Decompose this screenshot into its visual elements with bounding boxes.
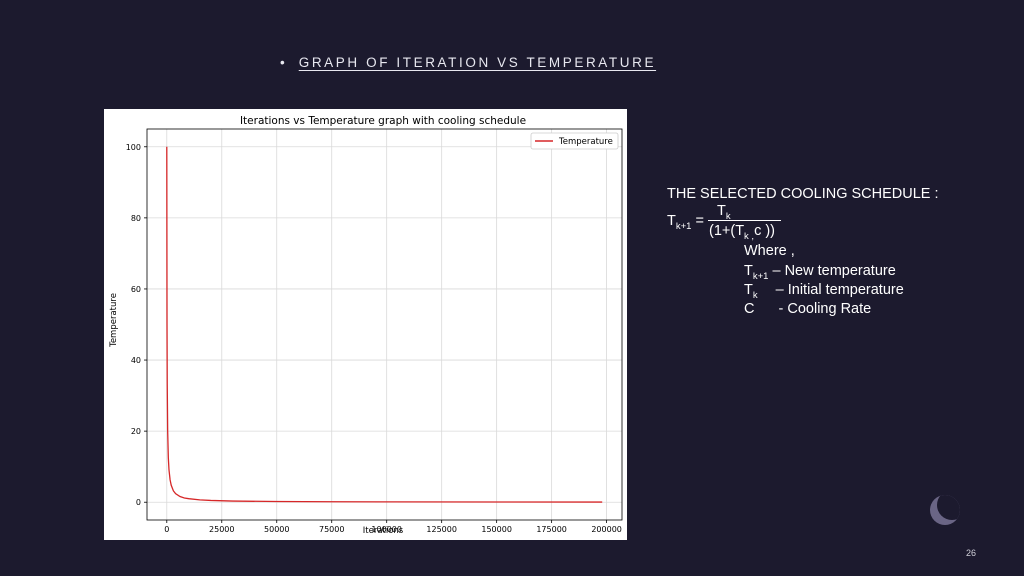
def3-base: C bbox=[744, 301, 755, 317]
def1-sub: k+1 bbox=[752, 271, 769, 282]
def2-base: T bbox=[744, 282, 753, 298]
x-tick-label: 75000 bbox=[319, 525, 344, 534]
chart-container: Iterations vs Temperature graph with coo… bbox=[104, 109, 627, 540]
moon-icon bbox=[930, 495, 960, 525]
equals-sign: = bbox=[695, 213, 704, 229]
lhs-sub: k+1 bbox=[675, 221, 692, 232]
def3-text: - Cooling Rate bbox=[778, 301, 872, 317]
def1-text: – New temperature bbox=[768, 263, 896, 279]
fraction-bar bbox=[708, 220, 781, 221]
legend-label: Temperature bbox=[558, 137, 613, 147]
legend-box bbox=[530, 132, 619, 150]
temperature-chart: Iterations vs Temperature graph with coo… bbox=[109, 115, 623, 536]
title-text: GRAPH OF ITERATION VS TEMPERATURE bbox=[298, 55, 657, 70]
def2-sub: k bbox=[752, 290, 758, 301]
where-label: Where , bbox=[744, 243, 795, 259]
x-tick-label: 200000 bbox=[591, 525, 622, 534]
definition-new-temperature: Tk+1 – New temperature bbox=[744, 263, 896, 282]
y-axis-label: Temperature bbox=[109, 293, 119, 348]
numerator-base: T bbox=[717, 203, 726, 219]
x-tick-label: 175000 bbox=[536, 525, 567, 534]
y-tick-label: 20 bbox=[131, 427, 141, 436]
x-axis-label: Iterations bbox=[363, 526, 404, 536]
x-tick-label: 125000 bbox=[426, 525, 457, 534]
temperature-series-line bbox=[166, 146, 603, 503]
definition-initial-temperature: Tk – Initial temperature bbox=[744, 282, 904, 301]
y-tick-label: 60 bbox=[131, 285, 141, 294]
y-tick-label: 80 bbox=[131, 214, 141, 223]
x-tick-label: 150000 bbox=[481, 525, 512, 534]
formula-heading: THE SELECTED COOLING SCHEDULE : bbox=[667, 186, 939, 202]
page-number: 26 bbox=[966, 548, 977, 558]
definition-cooling-rate: C - Cooling Rate bbox=[744, 301, 871, 317]
y-tick-label: 0 bbox=[136, 498, 141, 507]
denominator-part-a: (1+(T bbox=[709, 223, 745, 239]
def2-text: – Initial temperature bbox=[775, 282, 904, 298]
chart-title: Iterations vs Temperature graph with coo… bbox=[240, 115, 526, 127]
denominator-sub: k , bbox=[744, 231, 755, 242]
y-tick-label: 40 bbox=[131, 356, 141, 365]
def1-base: T bbox=[744, 263, 753, 279]
numerator-sub: k bbox=[725, 211, 731, 222]
numerator: Tk bbox=[717, 203, 731, 222]
denominator-part-b: c )) bbox=[754, 223, 776, 239]
x-tick-label: 25000 bbox=[209, 525, 234, 534]
y-tick-label: 100 bbox=[126, 143, 141, 152]
plot-frame bbox=[146, 128, 623, 521]
denominator: (1+(Tk ,c )) bbox=[709, 223, 776, 242]
lhs-base: T bbox=[667, 213, 676, 229]
slide-title: • GRAPH OF ITERATION VS TEMPERATURE bbox=[280, 55, 656, 70]
x-tick-label: 100000 bbox=[371, 525, 402, 534]
x-tick-label: 50000 bbox=[264, 525, 289, 534]
title-bullet: • bbox=[280, 55, 285, 70]
lhs: Tk+1 = bbox=[667, 213, 704, 232]
legend: Temperature bbox=[530, 132, 619, 150]
x-tick-label: 0 bbox=[164, 525, 169, 534]
